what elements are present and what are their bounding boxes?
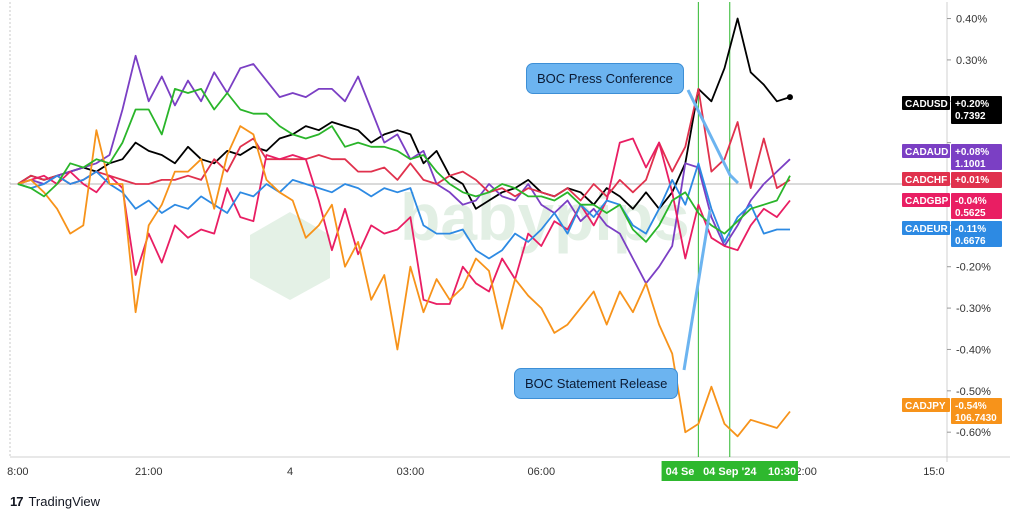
series-price-text: 0.6676 xyxy=(955,236,986,247)
series-line-cadeur xyxy=(17,162,790,260)
tradingview-brand: TradingView xyxy=(28,494,101,509)
statement-release-pointer xyxy=(682,209,712,371)
x-tick-label: 4 xyxy=(287,466,293,478)
y-tick-label: 0.30% xyxy=(956,55,987,67)
x-tick-label: 03:00 xyxy=(397,466,425,478)
y-tick-label: -0.60% xyxy=(956,427,991,439)
series-change-text: -0.04% xyxy=(955,196,987,207)
series-price-text: 0.5625 xyxy=(955,208,986,219)
press-conference-pointer xyxy=(686,89,740,185)
series-name-text: CADCHF xyxy=(905,175,947,186)
x-tick-label: 15:0 xyxy=(923,466,944,478)
series-price-text: 1.1001 xyxy=(955,159,986,170)
series-name-tag xyxy=(902,221,950,235)
series-line-green xyxy=(17,88,791,243)
series-name-text: CADEUR xyxy=(905,224,949,235)
series-value-tag xyxy=(951,172,1002,188)
series-value-tag xyxy=(951,144,1002,170)
x-tick-label: 8:00 xyxy=(7,466,28,478)
series-name-tag xyxy=(902,193,950,207)
y-tick-label: 0.40% xyxy=(956,14,987,26)
y-tick-label: -0.40% xyxy=(956,344,991,356)
series-price-text: 106.7430 xyxy=(955,413,997,424)
series-name-tag xyxy=(902,144,950,158)
tradingview-footer[interactable]: 17 TradingView xyxy=(10,494,100,509)
series-name-tag xyxy=(902,96,950,110)
tradingview-logo-icon: 17 xyxy=(10,494,24,509)
boc-press-conference-callout: BOC Press Conference xyxy=(526,63,684,94)
series-change-text: +0.01% xyxy=(955,175,989,186)
x-tick-label: 06:00 xyxy=(528,466,556,478)
y-tick-label: -0.50% xyxy=(956,386,991,398)
event-time-label: 04 Se xyxy=(666,466,695,478)
series-value-tag xyxy=(951,193,1002,219)
series-name-tag xyxy=(902,398,950,412)
series-name-text: CADGBP xyxy=(905,196,949,207)
boc-statement-release-label: BOC Statement Release xyxy=(525,376,668,391)
series-value-tag xyxy=(951,221,1002,247)
series-change-text: -0.54% xyxy=(955,401,987,412)
series-change-text: +0.20% xyxy=(955,99,989,110)
y-tick-label: -0.30% xyxy=(956,303,991,315)
y-tick-label: -0.20% xyxy=(956,262,991,274)
series-change-text: -0.11% xyxy=(955,224,986,235)
series-line-cadjpy xyxy=(17,125,791,438)
boc-press-conference-label: BOC Press Conference xyxy=(537,71,673,86)
event-time-label: 04 Sep '24 xyxy=(703,466,757,478)
series-name-text: CADAUD xyxy=(905,147,948,158)
boc-statement-release-callout: BOC Statement Release xyxy=(514,368,679,399)
series-change-text: +0.08% xyxy=(955,147,989,158)
series-name-text: CADUSD xyxy=(905,99,948,110)
event-time-label: 10:30 xyxy=(768,466,796,478)
event-time-highlight xyxy=(661,461,798,481)
watermark: babypips xyxy=(400,180,690,254)
x-tick-label: 21:00 xyxy=(135,466,163,478)
series-value-tag xyxy=(951,398,1002,424)
series-name-tag xyxy=(902,172,950,186)
series-name-text: CADJPY xyxy=(905,401,946,412)
series-value-tag xyxy=(951,96,1002,124)
series-line-cadaud xyxy=(17,54,791,285)
cadusd-end-dot xyxy=(786,94,793,101)
series-price-text: 0.7392 xyxy=(955,111,986,122)
